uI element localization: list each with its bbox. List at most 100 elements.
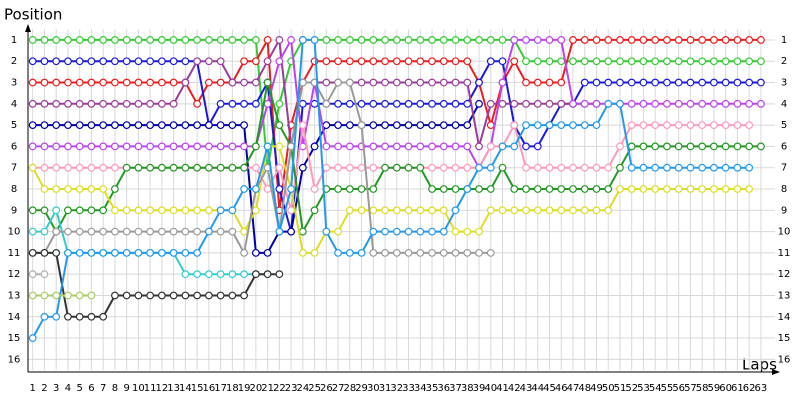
lap-point	[745, 142, 754, 151]
lap-point	[275, 270, 284, 279]
lap-point	[592, 121, 601, 130]
lap-point	[251, 270, 260, 279]
lap-point	[357, 185, 366, 193]
y-tick-label-right: 3	[781, 78, 787, 89]
lap-point	[416, 163, 425, 172]
lap-point	[75, 99, 84, 108]
lap-point	[87, 206, 96, 215]
y-tick-label: 10	[8, 227, 21, 238]
lap-point	[357, 36, 366, 44]
lap-point	[463, 36, 472, 44]
y-axis-arrow	[25, 24, 31, 32]
lap-point	[463, 163, 472, 172]
lap-point	[616, 78, 624, 87]
lap-point	[357, 163, 366, 172]
lap-point	[28, 270, 37, 279]
lap-point	[322, 142, 331, 151]
lap-point	[122, 142, 131, 151]
lap-point	[287, 206, 295, 215]
lap-point	[275, 57, 284, 66]
lap-point	[381, 78, 389, 87]
lap-point	[345, 99, 354, 108]
lap-point	[439, 185, 448, 193]
lap-point	[651, 142, 660, 151]
y-tick-label: 12	[8, 269, 21, 280]
lap-point	[157, 36, 166, 44]
lap-point	[757, 142, 765, 151]
lap-point	[522, 99, 530, 108]
series-line	[31, 145, 750, 254]
lap-point	[28, 291, 37, 300]
lap-point	[204, 291, 213, 300]
lap-point	[604, 57, 613, 66]
lap-point	[721, 36, 730, 44]
lap-point	[64, 163, 72, 172]
lap-point	[134, 291, 143, 300]
lap-point	[99, 121, 108, 130]
lap-point	[52, 163, 61, 172]
lap-point	[592, 163, 601, 172]
lap-point	[522, 185, 530, 193]
lap-point	[52, 36, 61, 44]
y-tick-label-right: 4	[781, 99, 787, 110]
lap-point	[592, 57, 601, 66]
lap-point	[757, 99, 765, 108]
lap-point	[87, 312, 96, 321]
lap-point	[99, 248, 108, 257]
lap-point	[193, 248, 202, 257]
lap-point	[228, 270, 237, 279]
lap-point	[416, 227, 425, 236]
lap-point	[298, 248, 307, 257]
lap-point	[193, 99, 202, 108]
lap-point	[533, 163, 542, 172]
lap-point	[134, 57, 143, 66]
lap-point	[169, 163, 178, 172]
lap-point	[169, 121, 178, 130]
y-tick-label: 7	[11, 163, 17, 174]
lap-point	[416, 206, 425, 215]
y-tick-label-right: 9	[781, 205, 787, 216]
lap-point	[204, 270, 213, 279]
lap-point	[228, 121, 237, 130]
lap-point	[428, 78, 436, 87]
lap-point	[569, 36, 577, 44]
lap-point	[592, 206, 601, 215]
lap-point	[381, 99, 389, 108]
lap-point	[686, 36, 695, 44]
lap-point	[122, 57, 131, 66]
lap-point	[193, 142, 202, 151]
x-tick-label: 15	[191, 383, 204, 394]
lap-point	[392, 36, 401, 44]
x-tick-label: 28	[343, 383, 356, 394]
lap-point	[64, 142, 72, 151]
lap-point	[87, 78, 96, 87]
lap-point	[240, 36, 249, 44]
x-tick-label: 60	[719, 383, 732, 394]
y-tick-label-right: 11	[778, 248, 791, 259]
lap-point	[146, 36, 155, 44]
x-tick-label: 5	[76, 383, 82, 394]
lap-point	[251, 163, 260, 172]
lap-point	[134, 142, 143, 151]
lap-point	[710, 142, 718, 151]
lap-point	[510, 142, 519, 151]
lap-point	[757, 57, 765, 66]
lap-point	[428, 99, 436, 108]
y-tick-label: 2	[11, 56, 17, 67]
lap-point	[122, 248, 131, 257]
lap-point	[404, 248, 413, 257]
lap-point	[146, 99, 155, 108]
lap-point	[745, 121, 754, 130]
lap-point	[498, 163, 507, 172]
lap-point	[604, 185, 613, 193]
lap-point	[404, 121, 413, 130]
y-tick-label-right: 5	[781, 120, 787, 131]
lap-point	[710, 36, 718, 44]
lap-point	[545, 57, 554, 66]
lap-point	[157, 57, 166, 66]
lap-point	[251, 99, 260, 108]
lap-point	[146, 142, 155, 151]
lap-point	[439, 57, 448, 66]
y-tick-label-right: 1	[781, 35, 787, 46]
lap-point	[111, 163, 119, 172]
